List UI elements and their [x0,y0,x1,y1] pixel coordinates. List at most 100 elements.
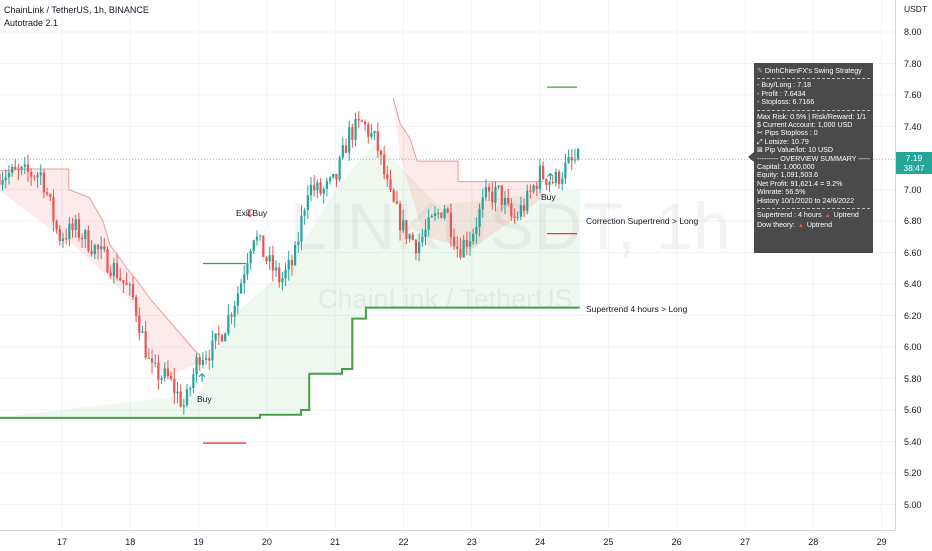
candle-body [239,283,243,294]
candle-body [389,179,392,190]
panel-net-profit: Net Profit: 91,621.4 = 9.2% [757,179,843,188]
candle-body [313,184,316,191]
candle-body [516,216,519,218]
price-chart[interactable] [0,0,895,530]
panel-supertrend: Supertrend : 4 hours ▲ Uptrend [757,211,859,220]
candle-body [259,235,262,237]
candle-body [328,177,332,182]
candle-body [252,240,255,252]
pin-icon: ✎ [757,67,765,75]
candle-body [192,374,195,389]
candle-body [1,180,4,185]
candle-body [478,209,481,227]
candle-body [507,197,510,204]
price-tick: 5.20 [904,468,922,478]
candle-body [570,157,573,161]
candle-body [383,154,386,175]
chart-area[interactable]: ChainLink / TetherUS, 1h, BINANCE Autotr… [0,0,895,530]
candle-body [284,269,287,279]
chart-grid [0,0,895,530]
buy-arrow-icon [546,172,554,181]
candle-body [529,190,532,192]
candle-body [17,169,20,171]
candle-body [138,315,141,333]
candle-body [497,185,500,187]
candle-body [487,186,491,192]
candle-body [103,246,106,250]
candle-body [224,333,227,342]
panel-account: $ Current Account: 1,000 USD [757,121,853,130]
candle-body [160,377,163,380]
candle-body [424,229,427,237]
candle-body [204,358,208,360]
candle-body [300,215,303,242]
candle-body [201,359,205,365]
supertrend-4h-line [0,306,580,419]
candle-body [144,331,147,358]
panel-equity: Equity: 1,091,503.6 [757,171,819,180]
candle-body [459,248,462,258]
panel-divider [757,208,870,210]
candle-body [491,191,494,203]
candle-body [128,284,131,286]
candle-body [322,188,325,194]
candle-body [14,166,17,170]
time-tick: 20 [261,537,272,547]
chart-title: ChainLink / TetherUS, 1h, BINANCE [4,5,149,15]
candle-body [348,127,351,153]
candle-body [109,272,112,276]
price-axis[interactable]: USDT 8.007.807.607.407.207.006.806.606.4… [895,0,932,530]
candle-body [173,378,176,394]
time-axis[interactable]: 17 18 19 20 21 22 23 24 25 26 27 28 29 [0,530,895,551]
candle-body [418,242,421,254]
buy-label-2: Buy [541,192,556,202]
candle-body [443,208,446,218]
time-tick: 23 [466,537,477,547]
price-tick: 6.60 [904,247,922,258]
price-tick: 5.80 [904,373,922,384]
candle-body [357,118,360,121]
panel-pip-value: ⊠ Pip Value/lot: 10 USD [757,146,833,155]
candle-body [198,357,201,365]
candle-body [440,212,443,218]
candle-body [379,150,383,155]
candle-body [195,357,198,375]
candle-body [437,212,440,214]
candle-body [227,314,230,334]
price-tick: 5.60 [904,405,922,415]
candle-body [465,239,468,247]
indicator-name[interactable]: Autotrade 2.1 [4,18,59,28]
candle-body [166,368,170,376]
candle-body [268,255,271,262]
time-tick: 28 [808,537,819,547]
candle-body [71,223,74,230]
price-tick: 6.40 [904,279,922,289]
candle-body [163,368,166,378]
candle-body [567,157,570,163]
panel-pointer [748,152,754,162]
candle-body [449,212,453,238]
supertrend-4h-label: Supertrend 4 hours > Long [586,304,688,314]
exit-buy-label: Exit Buy [236,208,268,218]
candle-body [55,221,58,230]
candle-body [36,175,39,178]
panel-dow: Dow theory: ▲ Uptrend [757,220,833,229]
candlesticks [0,111,580,415]
candle-body [93,245,96,255]
candle-body [545,178,548,185]
candle-body [154,362,157,364]
candle-body [271,255,274,271]
candle-body [373,131,376,133]
candle-body [561,178,564,184]
candle-body [472,233,475,242]
candle-body [77,219,80,238]
signal-markers [198,172,554,382]
candle-body [100,246,103,250]
candle-body [360,120,364,122]
price-tick: 6.80 [904,216,922,226]
candle-body [354,118,357,140]
exit-arrow-icon [246,209,254,218]
candle-body [468,241,472,247]
time-tick: 29 [876,537,887,547]
watermark-name: ChainLink / TetherUS [318,284,573,314]
